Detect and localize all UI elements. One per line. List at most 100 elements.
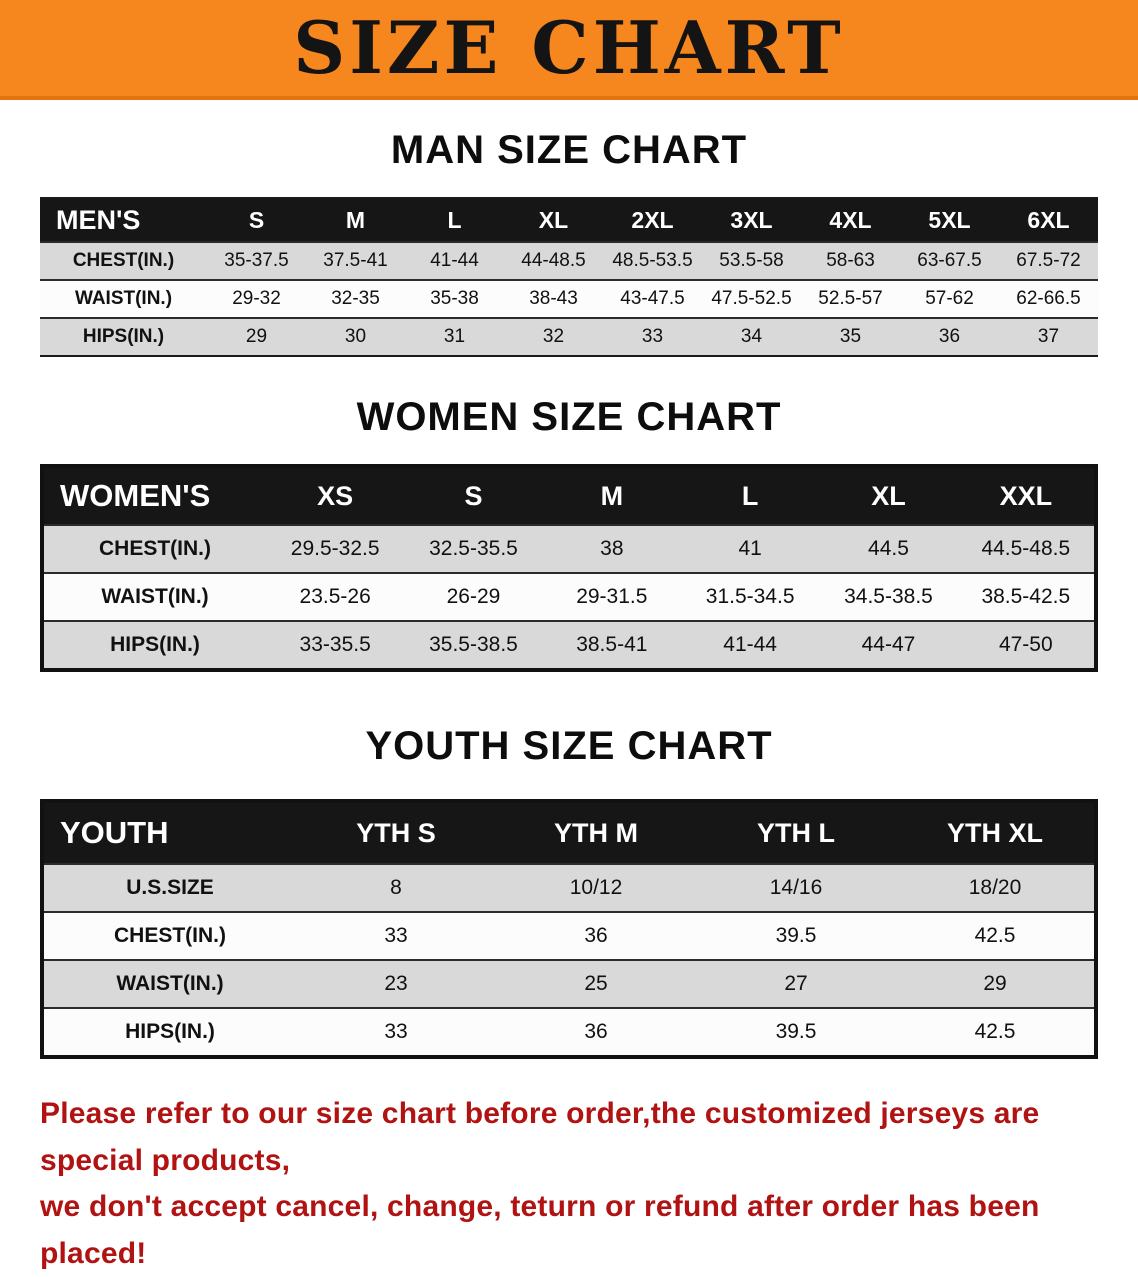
youth-size-chart-heading: YOUTH SIZE CHART — [365, 724, 773, 768]
size-column-header: M — [542, 466, 681, 525]
size-value-cell: 35.5-38.5 — [404, 620, 543, 670]
table-title-cell: YOUTH — [42, 801, 296, 864]
row-label: HIPS(IN.) — [42, 620, 266, 670]
size-column-header: XXL — [957, 466, 1096, 525]
size-value-cell: 47-50 — [957, 620, 1096, 670]
row-label: CHEST(IN.) — [42, 911, 296, 960]
size-value-cell: 43-47.5 — [603, 279, 702, 318]
youth-size-section: YOUTH SIZE CHART YOUTH YTH S YTH M YTH L YTH… — [0, 724, 1138, 1059]
women-size-table-wrap: WOMEN'S XS S M L XL XXL CHEST(IN.) 29.5-32.5 32.5… — [0, 464, 1138, 672]
table-title-cell: MEN'S — [40, 198, 207, 242]
size-value-cell: 44.5-48.5 — [957, 524, 1096, 573]
size-value-cell: 42.5 — [896, 1007, 1096, 1057]
row-label: CHEST(IN.) — [42, 524, 266, 573]
size-value-cell: 35 — [801, 317, 900, 356]
size-value-cell: 35-38 — [405, 279, 504, 318]
size-value-cell: 37.5-41 — [306, 241, 405, 280]
size-column-header: XS — [266, 466, 405, 525]
size-column-header: S — [404, 466, 543, 525]
size-value-cell: 29.5-32.5 — [266, 524, 405, 573]
row-label: WAIST(IN.) — [40, 279, 207, 318]
row-label: WAIST(IN.) — [42, 959, 296, 1008]
size-value-cell: 25 — [496, 959, 696, 1008]
row-label: WAIST(IN.) — [42, 572, 266, 621]
size-header-row: YOUTH YTH S YTH M YTH L YTH XL — [42, 801, 1096, 864]
size-column-header: L — [680, 466, 820, 525]
size-value-cell: 62-66.5 — [999, 279, 1098, 318]
size-value-cell: 10/12 — [496, 863, 696, 912]
size-column-header: S — [207, 198, 306, 242]
size-column-header: L — [405, 198, 504, 242]
size-value-cell: 34 — [702, 317, 801, 356]
row-label: HIPS(IN.) — [40, 317, 207, 356]
size-value-cell: 38-43 — [504, 279, 603, 318]
size-value-cell: 41-44 — [680, 620, 820, 670]
size-value-cell: 33 — [296, 1007, 496, 1057]
measurement-row: HIPS(IN.) 33 36 39.5 42.5 — [42, 1007, 1096, 1057]
size-value-cell: 39.5 — [696, 911, 896, 960]
youth-size-table: YOUTH YTH S YTH M YTH L YTH XL U.S.SIZE 8 10/12… — [40, 799, 1098, 1059]
size-value-cell: 8 — [296, 863, 496, 912]
size-value-cell: 32.5-35.5 — [404, 524, 543, 573]
size-value-cell: 42.5 — [896, 911, 1096, 960]
size-value-cell: 32 — [504, 317, 603, 356]
table-title-cell: WOMEN'S — [42, 466, 266, 525]
size-column-header: 4XL — [801, 198, 900, 242]
man-size-chart-heading: MAN SIZE CHART — [390, 128, 748, 172]
size-value-cell: 38.5-42.5 — [957, 572, 1096, 621]
measurement-row: U.S.SIZE 8 10/12 14/16 18/20 — [42, 863, 1096, 912]
row-label: HIPS(IN.) — [42, 1007, 296, 1057]
footer-note-line: Please refer to our size chart before or… — [40, 1097, 1040, 1177]
measurement-row: HIPS(IN.) 33-35.5 35.5-38.5 38.5-41 41-44 44-… — [42, 620, 1096, 670]
size-column-header: 2XL — [603, 198, 702, 242]
size-header-row: MEN'S S M L XL 2XL 3XL 4XL 5XL 6XL — [40, 198, 1098, 242]
size-value-cell: 30 — [306, 317, 405, 356]
size-value-cell: 29 — [207, 317, 306, 356]
size-value-cell: 23 — [296, 959, 496, 1008]
size-value-cell: 67.5-72 — [999, 241, 1098, 280]
measurement-row: CHEST(IN.) 35-37.5 37.5-41 41-44 44-48.5 48.5… — [40, 241, 1098, 280]
size-value-cell: 26-29 — [404, 572, 543, 621]
size-value-cell: 34.5-38.5 — [819, 572, 958, 621]
size-value-cell: 31.5-34.5 — [680, 572, 820, 621]
size-value-cell: 48.5-53.5 — [603, 241, 702, 280]
size-value-cell: 63-67.5 — [900, 241, 999, 280]
size-column-header: M — [306, 198, 405, 242]
size-value-cell: 39.5 — [696, 1007, 896, 1057]
size-value-cell: 37 — [999, 317, 1098, 356]
size-value-cell: 14/16 — [696, 863, 896, 912]
size-value-cell: 41 — [680, 524, 820, 573]
size-value-cell: 23.5-26 — [266, 572, 405, 621]
men-size-section: MAN SIZE CHART MEN'S S M L XL 2XL 3XL 4XL 5XL 6XL… — [0, 128, 1138, 357]
size-value-cell: 33-35.5 — [266, 620, 405, 670]
size-value-cell: 36 — [496, 911, 696, 960]
size-chart-banner: SIZE CHART — [0, 0, 1138, 100]
size-column-header: YTH S — [296, 801, 496, 864]
measurement-row: WAIST(IN.) 23 25 27 29 — [42, 959, 1096, 1008]
size-value-cell: 38.5-41 — [542, 620, 681, 670]
size-value-cell: 44.5 — [819, 524, 958, 573]
size-value-cell: 36 — [900, 317, 999, 356]
measurement-row: HIPS(IN.) 29 30 31 32 33 34 35 36 37 — [40, 317, 1098, 356]
row-label: U.S.SIZE — [42, 863, 296, 912]
size-value-cell: 36 — [496, 1007, 696, 1057]
size-value-cell: 41-44 — [405, 241, 504, 280]
size-value-cell: 35-37.5 — [207, 241, 306, 280]
size-value-cell: 27 — [696, 959, 896, 1008]
youth-size-table-wrap: YOUTH YTH S YTH M YTH L YTH XL U.S.SIZE 8 10/12… — [0, 799, 1138, 1059]
size-column-header: 5XL — [900, 198, 999, 242]
measurement-row: CHEST(IN.) 33 36 39.5 42.5 — [42, 911, 1096, 960]
size-column-header: YTH XL — [896, 801, 1096, 864]
size-column-header: XL — [819, 466, 958, 525]
size-column-header: YTH M — [496, 801, 696, 864]
size-value-cell: 38 — [542, 524, 681, 573]
row-label: CHEST(IN.) — [40, 241, 207, 280]
women-size-section: WOMEN SIZE CHART WOMEN'S XS S M L XL XXL CHEST(… — [0, 395, 1138, 672]
banner-title: SIZE CHART — [293, 5, 845, 90]
size-value-cell: 47.5-52.5 — [702, 279, 801, 318]
size-column-header: YTH L — [696, 801, 896, 864]
size-value-cell: 29 — [896, 959, 1096, 1008]
women-size-chart-heading: WOMEN SIZE CHART — [356, 395, 782, 439]
size-value-cell: 33 — [603, 317, 702, 356]
